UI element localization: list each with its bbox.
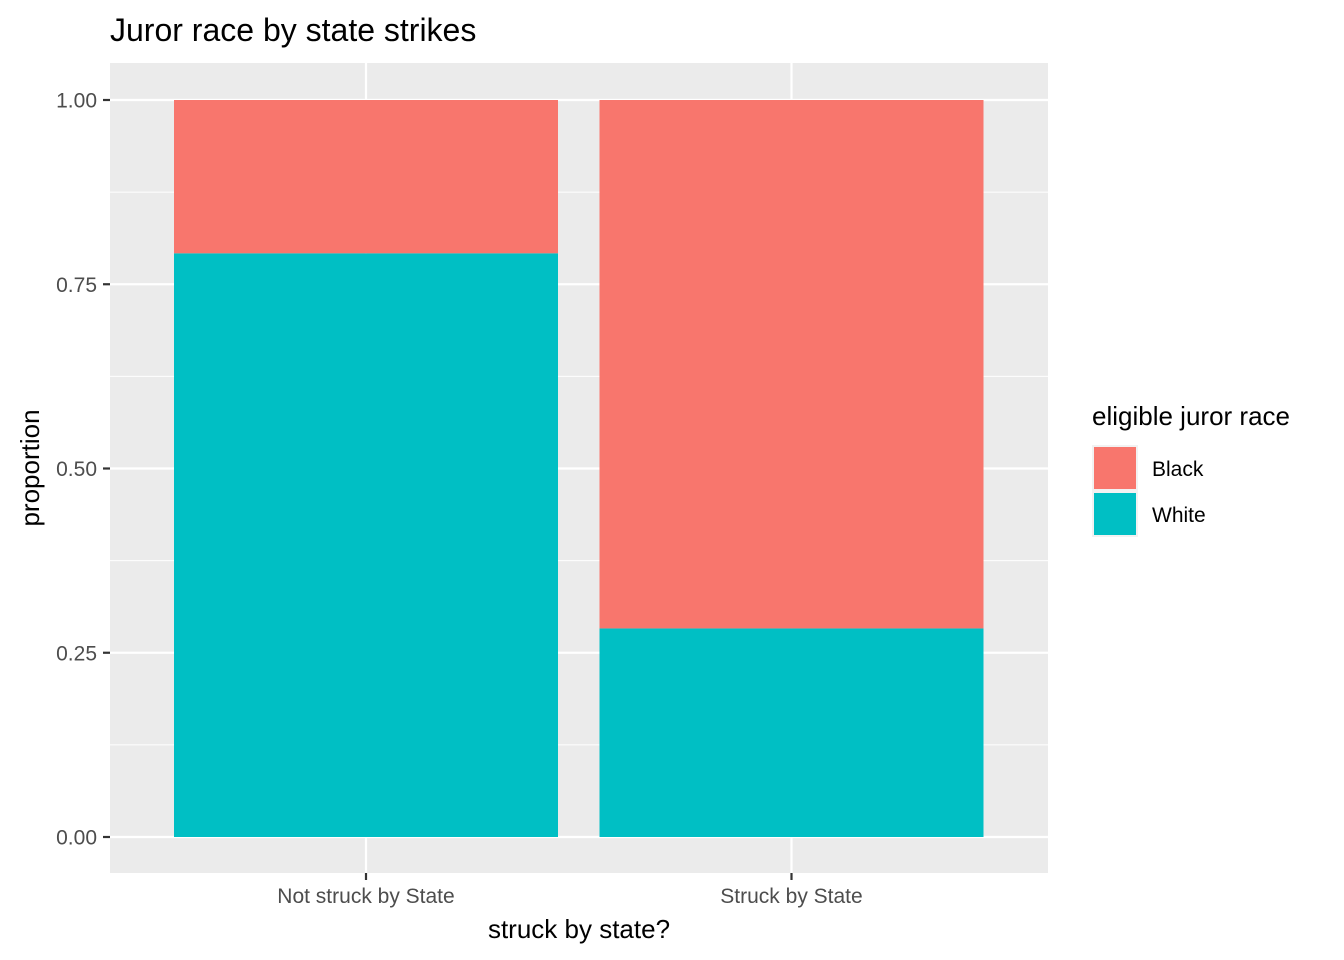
legend-label-black: Black	[1152, 458, 1204, 481]
x-axis-title: struck by state?	[488, 914, 670, 944]
y-tick-label: 0.50	[56, 458, 97, 481]
bar-black-1	[174, 100, 558, 254]
legend-swatch-black	[1094, 447, 1136, 489]
bar-white-1	[174, 253, 558, 837]
y-tick-label: 1.00	[56, 90, 97, 113]
y-tick-label: 0.75	[56, 274, 97, 297]
bar-white-2	[599, 628, 984, 837]
chart-title: Juror race by state strikes	[110, 12, 476, 48]
legend: eligible juror race Black White	[1092, 401, 1290, 537]
legend-swatch-white	[1094, 493, 1136, 535]
x-tick-label: Struck by State	[720, 885, 862, 908]
legend-label-white: White	[1152, 504, 1206, 527]
bars	[174, 100, 984, 837]
y-axis-ticks: 0.00 0.25 0.50 0.75 1.00	[56, 90, 110, 850]
y-tick-label: 0.25	[56, 642, 97, 665]
bar-black-2	[599, 100, 984, 629]
legend-items: Black White	[1092, 445, 1206, 537]
x-tick-label: Not struck by State	[277, 885, 454, 908]
y-tick-label: 0.00	[56, 827, 97, 850]
legend-title: eligible juror race	[1092, 401, 1290, 431]
x-axis-ticks: Not struck by State Struck by State	[277, 873, 863, 908]
y-axis-title: proportion	[15, 409, 45, 526]
